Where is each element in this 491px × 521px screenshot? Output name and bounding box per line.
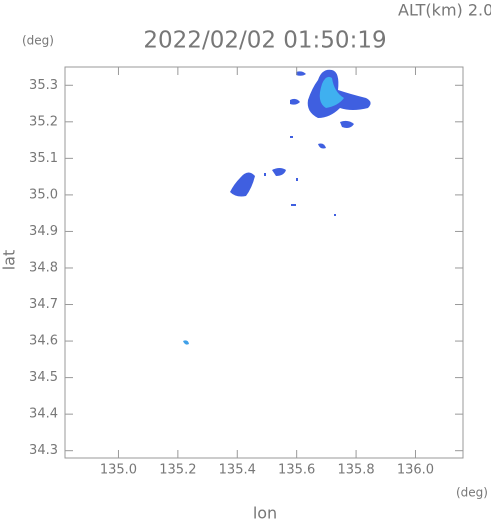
y-tick-label: 34.8 (29, 260, 58, 275)
echo (290, 136, 293, 138)
y-tick-label: 34.3 (29, 443, 58, 458)
y-unit: (deg) (22, 34, 54, 48)
x-unit: (deg) (456, 486, 488, 500)
echo (334, 214, 336, 216)
radar-echoes (183, 69, 371, 345)
x-axis-label: lon (253, 504, 277, 521)
y-tick-label: 35.2 (29, 114, 58, 129)
echo (183, 340, 189, 345)
y-axis-label: lat (0, 250, 19, 271)
echo (291, 204, 296, 206)
y-tick-label: 35.3 (29, 78, 58, 93)
echo (319, 76, 344, 108)
y-tick-label: 34.6 (29, 334, 58, 349)
echo (264, 173, 266, 176)
echo (296, 71, 306, 76)
echo (340, 120, 354, 128)
x-tick-label: 135.8 (337, 463, 374, 478)
chart-title: 2022/02/02 01:50:19 (143, 28, 386, 54)
x-tick-label: 136.0 (397, 463, 434, 478)
echo (296, 178, 298, 181)
y-tick-label: 34.9 (29, 224, 58, 239)
x-tick-label: 135.4 (219, 463, 256, 478)
y-tick-label: 34.5 (29, 370, 58, 385)
echo (318, 143, 326, 149)
y-tick-label: 34.4 (29, 407, 58, 422)
echo (272, 168, 286, 176)
y-tick-label: 35.1 (29, 151, 58, 166)
x-tick-label: 135.6 (278, 463, 315, 478)
x-tick-label: 135.2 (159, 463, 196, 478)
x-tick-label: 135.0 (100, 463, 137, 478)
y-tick-label: 34.7 (29, 297, 58, 312)
echo (230, 172, 255, 197)
y-tick-label: 35.0 (29, 187, 58, 202)
echo (307, 69, 371, 118)
altitude: ALT(km) 2.0 (398, 1, 491, 20)
echo (290, 98, 300, 105)
plot-frame (64, 66, 464, 459)
